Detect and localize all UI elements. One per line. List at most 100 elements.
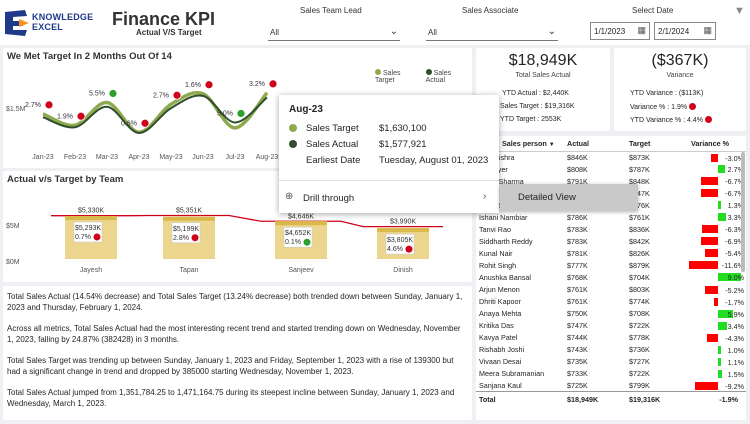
variance-label: 4.6% xyxy=(387,246,403,253)
variance-value: -4.3% xyxy=(725,333,744,343)
end-date-input[interactable]: 2/1/2024 ▦ xyxy=(654,22,716,40)
actual-cell: $744K xyxy=(567,333,588,343)
variance-value: 2.7% xyxy=(727,165,744,175)
kpi-card-variance[interactable]: ($367K) Variance YTD Variance : ($113K) … xyxy=(614,48,746,131)
series-line-sales-target[interactable] xyxy=(42,91,269,135)
variance-label: 2.8% xyxy=(173,235,189,242)
line-chart-plot[interactable]: 2.7% Jan-23 1.9% Feb-23 5.5% Mar-23 0.6% Apr-23… xyxy=(3,48,472,168)
actual-bar-cap xyxy=(377,228,429,233)
target-missed-dot[interactable] xyxy=(93,233,101,241)
table-row[interactable]: Meera Subramanian $733K $722K 1.5% xyxy=(476,368,746,380)
target-missed-dot[interactable] xyxy=(172,90,182,100)
salesperson-cell: Dhriti Kapoor xyxy=(479,297,521,307)
chevron-down-icon: ⌄ xyxy=(389,26,398,37)
salesperson-cell: Sanjana Kaul xyxy=(479,381,522,391)
tooltip-row: Sales Actual $1,577,921 xyxy=(289,138,494,152)
variance-cell: 1.0% xyxy=(688,344,746,356)
target-met-dot[interactable] xyxy=(108,89,118,98)
variance-cell: 5.9% xyxy=(688,308,746,320)
table-row[interactable]: Arjun Menon $761K $803K -5.2% xyxy=(476,284,746,296)
series-line-sales-actual[interactable] xyxy=(42,94,268,134)
target-step-line[interactable] xyxy=(51,214,443,228)
actual-cell: $777K xyxy=(567,260,588,270)
detailed-view-menu-item[interactable]: Detailed View xyxy=(518,192,576,203)
salesperson-table-card[interactable]: Sales person ▼ Actual Target Variance % … xyxy=(476,136,746,420)
table-row[interactable]: Kritika Das $747K $722K 3.4% xyxy=(476,320,746,332)
drill-through-menu-item[interactable]: ⊕ Drill through › xyxy=(285,190,493,208)
target-missed-dot[interactable] xyxy=(268,79,278,89)
table-row[interactable]: Nikhil Sharma $791K $848K -6.7% xyxy=(476,175,746,187)
target-cell: $736K xyxy=(629,345,650,355)
variance-cell: 1.1% xyxy=(688,356,746,368)
tooltip-row-label: Sales Target xyxy=(306,123,359,134)
kpi-variance-pct: Variance % : 1.9% xyxy=(630,103,697,111)
table-row[interactable]: Anushka Bansal $768K $704K 9.0% xyxy=(476,271,746,283)
total-target: $19,316K xyxy=(626,391,688,406)
salesperson-cell: Arjun Menon xyxy=(479,285,520,295)
target-missed-dot[interactable] xyxy=(44,100,54,110)
table-row[interactable]: Kavya Patel $744K $778K -4.3% xyxy=(476,332,746,344)
target-missed-dot[interactable] xyxy=(76,111,86,121)
table-row[interactable]: Siddharth Reddy $783K $842K -6.9% xyxy=(476,235,746,247)
table-row[interactable]: Ishani Nambiar $786K $761K 3.3% xyxy=(476,211,746,223)
column-header-actual[interactable]: Actual xyxy=(564,136,626,152)
table-row[interactable]: Rishabh Joshi $743K $736K 1.0% xyxy=(476,344,746,356)
table-row[interactable]: Rohit Singh $777K $879K -11.6% xyxy=(476,259,746,271)
bar-chart-title: Actual v/s Target by Team xyxy=(7,174,124,185)
sort-icon[interactable]: ▼ xyxy=(548,141,555,148)
target-cell: $774K xyxy=(629,297,650,307)
table-row[interactable]: Tanvi Rao $783K $836K -6.3% xyxy=(476,223,746,235)
team-lead-dropdown[interactable]: All ⌄ xyxy=(268,24,400,41)
target-cell: $722K xyxy=(629,321,650,331)
drill-through-submenu[interactable]: Detailed View xyxy=(500,184,638,211)
target-missed-dot[interactable] xyxy=(140,118,150,128)
variance-cell: -6.3% xyxy=(688,223,746,235)
start-date-input[interactable]: 1/1/2023 ▦ xyxy=(590,22,650,40)
target-cell: $842K xyxy=(629,236,650,246)
actual-value-label: $5,293K xyxy=(75,225,101,232)
target-cell: $799K xyxy=(629,381,650,391)
actual-cell: $725K xyxy=(567,381,588,391)
table-row[interactable]: Anaya Mehta $750K $708K 5.9% xyxy=(476,308,746,320)
legend-item-actual[interactable]: Sales Actual xyxy=(425,69,452,84)
column-header-variance[interactable]: Variance % xyxy=(688,136,746,152)
logo-text: KNOWLEDGE EXCEL xyxy=(32,12,94,32)
target-value-label: $4,646K xyxy=(288,213,314,220)
tooltip-row-value: Tuesday, August 01, 2023 xyxy=(379,155,489,166)
tooltip-row-label: Earliest Date xyxy=(306,155,361,166)
target-cell: $761K xyxy=(629,212,650,222)
variance-cell: -9.2% xyxy=(688,380,746,392)
bar-chart-plot[interactable]: $5,330K $5,293K 0.7% Jayesh $5,351K $5,199K 2.… xyxy=(3,171,472,282)
target-met-dot[interactable] xyxy=(303,238,311,246)
target-missed-dot[interactable] xyxy=(204,80,214,90)
associate-dropdown[interactable]: All ⌄ xyxy=(426,24,558,41)
table-scrollbar[interactable] xyxy=(741,152,745,272)
salesperson-cell: Rishabh Joshi xyxy=(479,345,525,355)
target-met-dot[interactable] xyxy=(236,109,246,118)
kpi-ytd-actual: YTD Actual : $2,440K xyxy=(502,90,569,97)
tooltip-row: Sales Target $1,630,100 xyxy=(289,122,494,136)
variance-cell: -3.0% xyxy=(688,151,746,163)
actual-cell: $735K xyxy=(567,357,588,367)
total-label: Total xyxy=(476,391,564,406)
table-row[interactable]: Anil Mishra$846K$873K-3.0% xyxy=(476,151,746,163)
filter-icon[interactable]: ▼ xyxy=(734,5,745,17)
target-missed-dot[interactable] xyxy=(191,234,199,242)
calendar-icon[interactable]: ▦ xyxy=(703,25,712,35)
actual-bar-cap xyxy=(65,216,117,221)
tooltip-row-label: Sales Actual xyxy=(306,139,359,150)
legend-item-target[interactable]: Sales Target xyxy=(375,69,401,84)
calendar-icon[interactable]: ▦ xyxy=(637,25,646,35)
table-row[interactable]: Sanjana Kaul $725K $799K -9.2% xyxy=(476,380,746,392)
variance-cell: 3.4% xyxy=(688,320,746,332)
table-row[interactable]: Dhriti Kapoor $761K $774K -1.7% xyxy=(476,296,746,308)
actual-cell: $786K xyxy=(567,212,588,222)
variance-cell: -11.6% xyxy=(688,259,746,271)
target-missed-dot[interactable] xyxy=(405,245,413,253)
table-row[interactable]: Kunal Nair $781K $826K -5.4% xyxy=(476,247,746,259)
kpi-ytd-variance-pct: YTD Variance % : 4.4% xyxy=(630,116,713,124)
column-header-target[interactable]: Target xyxy=(626,136,688,152)
table-row[interactable]: Vivaan Desai $735K $727K 1.1% xyxy=(476,356,746,368)
variance-value: -11.6% xyxy=(721,261,744,271)
